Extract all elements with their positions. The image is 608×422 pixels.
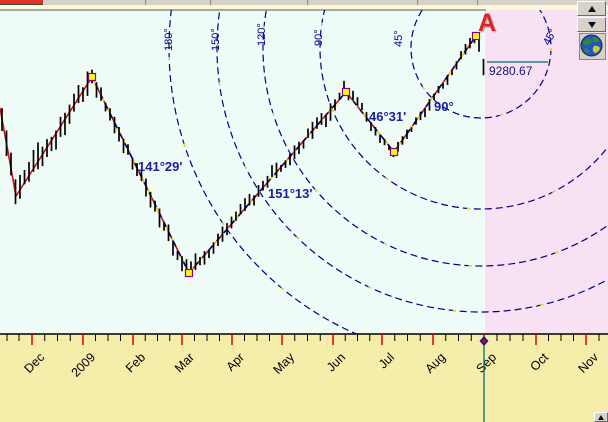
swing-marker-high[interactable]	[471, 31, 481, 41]
future-zone	[485, 10, 608, 334]
price-bars	[1, 35, 485, 274]
toolbar-separator	[477, 0, 479, 5]
toolbar-separator	[307, 0, 309, 5]
gann-circle-label: 90°	[313, 29, 325, 46]
globe-button[interactable]	[579, 33, 606, 60]
gann-circle-accent	[410, 10, 552, 119]
toolbar-separator	[145, 0, 147, 5]
gann-circle-150°	[216, 10, 608, 313]
swing-marker-low[interactable]	[389, 147, 399, 157]
up-triangle-icon	[598, 414, 604, 420]
swing-marker-high[interactable]	[341, 87, 351, 97]
toolbar-accent-edge	[0, 4, 43, 5]
toolbar-accent	[0, 0, 43, 5]
scroll-up-button[interactable]	[577, 1, 606, 16]
gann-angle-annotation: 151°13'	[268, 186, 312, 201]
date-cursor-center	[482, 339, 486, 343]
gann-circle-label: 120°	[256, 23, 268, 46]
scroll-down-button[interactable]	[577, 17, 606, 32]
top-strip	[0, 5, 608, 10]
gann-circle-180°	[168, 10, 608, 334]
chart-plot-area	[0, 10, 485, 334]
swing-marker-high[interactable]	[87, 72, 97, 82]
gann-circle-label: 45°	[393, 30, 405, 47]
point-a-label: A	[478, 9, 496, 37]
gann-angle-annotation: 46°31'	[369, 109, 406, 124]
up-triangle-icon	[587, 5, 596, 12]
axis-area	[0, 334, 608, 422]
gann-angle-annotation: 90°	[434, 99, 454, 114]
bottom-scroll-button[interactable]	[594, 412, 608, 422]
gann-circle-120°	[262, 10, 608, 267]
globe-icon	[580, 34, 603, 57]
down-triangle-icon	[587, 21, 596, 28]
last-price-label: 9280.67	[489, 64, 533, 78]
gann-angle-annotation: 141°29'	[138, 159, 182, 174]
axis-ticks	[6, 334, 600, 345]
swing-marker-low[interactable]	[184, 268, 194, 278]
gann-circle-label: 180°	[163, 28, 175, 51]
toolbar-separator	[417, 0, 419, 5]
swing-markers	[87, 31, 481, 278]
gann-circles	[168, 10, 608, 334]
point-a-shadow: A	[480, 11, 498, 39]
toolbar-strip	[0, 0, 608, 5]
gann-circle-label: 150°	[210, 28, 222, 51]
toolbar-separator	[210, 0, 212, 5]
